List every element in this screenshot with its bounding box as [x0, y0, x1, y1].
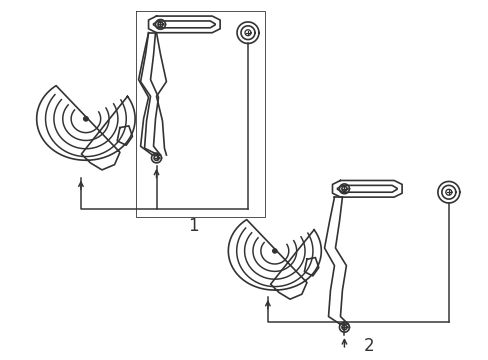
Text: 1: 1	[187, 217, 198, 235]
Text: 2: 2	[363, 337, 374, 355]
Circle shape	[272, 249, 276, 253]
Circle shape	[83, 117, 88, 121]
